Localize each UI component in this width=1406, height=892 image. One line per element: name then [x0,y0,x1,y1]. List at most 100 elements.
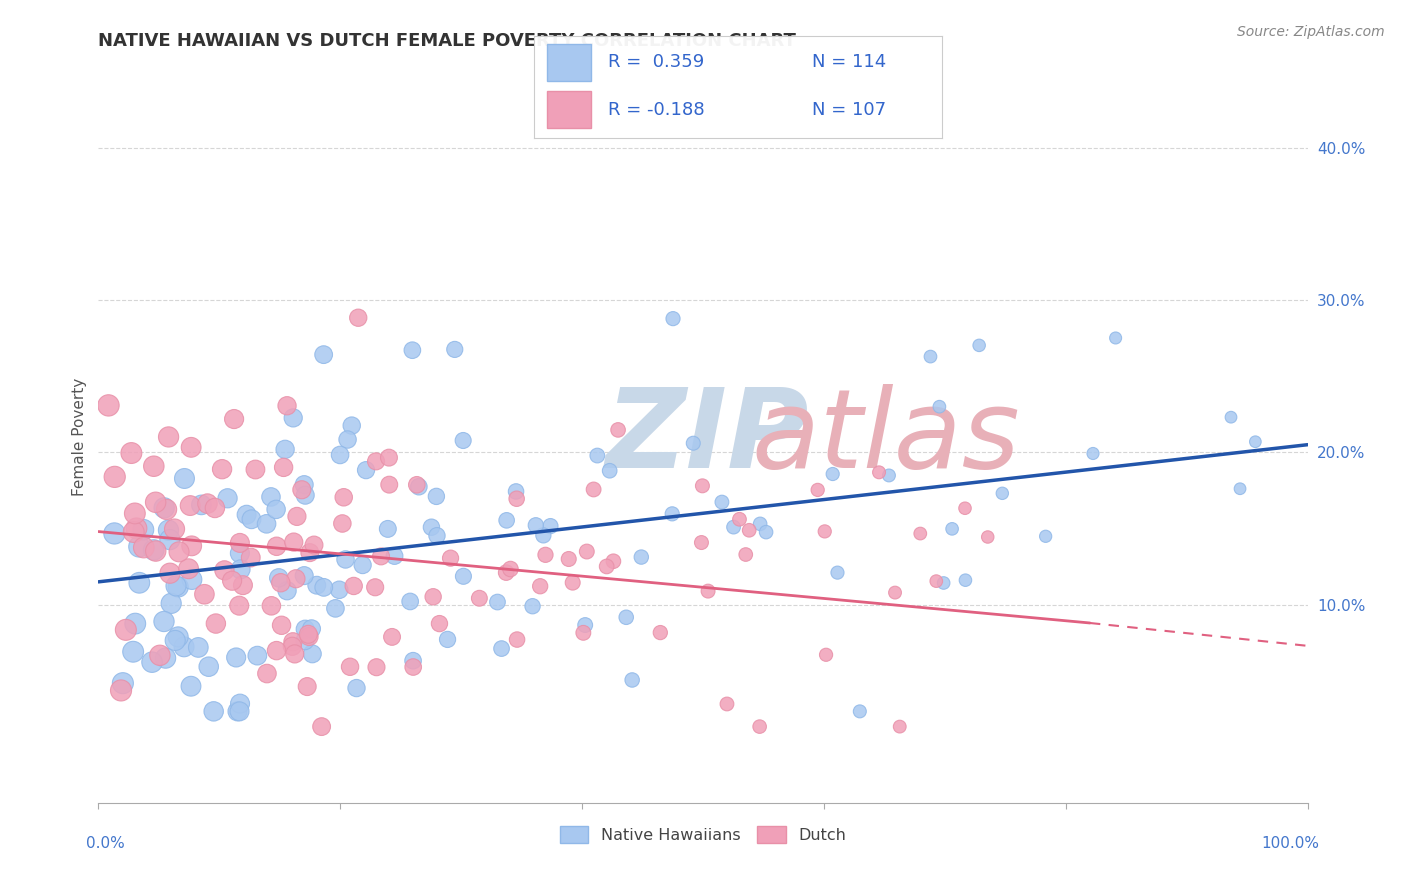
Text: N = 114: N = 114 [811,54,886,71]
Point [291,483,314,497]
Point [1244,434,1267,449]
Point [889,720,911,734]
Point [439,551,461,566]
Point [405,477,427,491]
Point [522,599,544,614]
Point [266,643,288,657]
Point [716,697,738,711]
Bar [547,44,592,81]
Point [408,480,430,494]
Point [256,666,278,681]
Point [165,633,187,648]
Point [211,462,233,476]
Point [977,530,1000,544]
Point [165,579,187,593]
Point [384,549,406,563]
Point [574,618,596,632]
Point [506,632,529,647]
Point [332,516,354,531]
Point [159,533,181,547]
Point [451,434,474,448]
Point [347,310,370,325]
Text: N = 107: N = 107 [811,101,886,119]
Point [710,495,733,509]
Point [285,509,308,524]
Point [311,720,333,734]
Point [370,549,392,564]
Point [142,542,165,557]
Point [468,591,491,606]
Point [267,571,290,585]
Point [297,627,319,641]
Point [157,430,180,444]
Point [453,569,475,583]
Point [662,311,685,326]
Point [486,595,509,609]
Point [1104,331,1126,345]
Point [305,578,328,592]
Point [232,578,254,592]
Point [190,498,212,512]
Point [281,640,304,654]
Point [264,502,287,516]
Point [256,516,278,531]
Point [524,518,547,533]
Point [352,558,374,572]
Point [229,697,252,711]
Point [540,519,562,533]
Point [155,651,177,665]
Point [157,523,180,537]
Point [281,634,304,648]
Point [124,507,146,521]
Point [132,523,155,537]
Point [723,520,745,534]
Point [366,660,388,674]
Point [128,540,150,554]
Point [180,539,202,553]
Point [301,647,323,661]
Point [284,572,307,586]
Text: NATIVE HAWAIIAN VS DUTCH FEMALE POVERTY CORRELATION CHART: NATIVE HAWAIIAN VS DUTCH FEMALE POVERTY … [98,32,796,50]
Point [402,660,425,674]
Point [284,647,307,661]
Point [572,625,595,640]
Y-axis label: Female Poverty: Female Poverty [72,378,87,496]
Bar [547,91,592,128]
Point [399,594,422,608]
Point [814,524,837,539]
Point [273,460,295,475]
Point [401,343,423,358]
Point [364,580,387,594]
Point [531,528,554,542]
Point [197,497,219,511]
Point [120,446,142,460]
Point [155,502,177,516]
Point [312,580,335,594]
Point [111,676,134,690]
Point [346,681,368,695]
Point [229,562,252,576]
Point [607,423,630,437]
Point [294,488,316,502]
Point [821,467,844,481]
Point [575,544,598,558]
Point [1035,529,1057,543]
Point [661,507,683,521]
Point [336,433,359,447]
Point [1229,482,1251,496]
Point [381,630,404,644]
Point [621,673,644,687]
Point [177,562,200,576]
Point [967,338,990,352]
Point [228,599,250,613]
Point [335,552,357,566]
Point [214,563,236,577]
Point [868,466,890,480]
Point [748,720,770,734]
Point [928,400,950,414]
Point [582,483,605,497]
Point [422,590,444,604]
Point [160,596,183,610]
Point [132,541,155,555]
Point [364,454,387,468]
